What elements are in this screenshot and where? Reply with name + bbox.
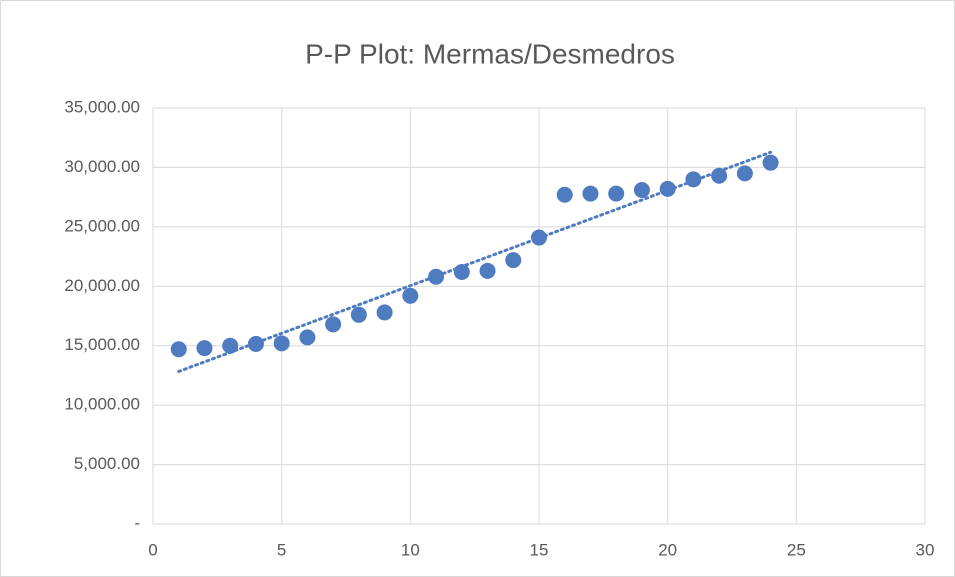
- x-tick-label: 0: [148, 540, 157, 559]
- point: [556, 186, 573, 203]
- point: [222, 337, 239, 354]
- point: [685, 171, 702, 188]
- point: [531, 229, 547, 246]
- x-tick-label: 20: [658, 540, 677, 559]
- y-tick-label: 30,000.00: [64, 157, 140, 176]
- x-tick-label: 25: [787, 540, 806, 559]
- point: [711, 167, 728, 184]
- point: [582, 185, 599, 202]
- x-tick-label: 15: [530, 540, 549, 559]
- point: [736, 165, 753, 182]
- point: [376, 304, 393, 321]
- point: [170, 341, 187, 358]
- point: [428, 268, 445, 285]
- point: [633, 182, 650, 199]
- point: [505, 252, 522, 269]
- trendline: [177, 150, 773, 373]
- point: [247, 335, 264, 352]
- y-tick-label: 5,000.00: [74, 454, 140, 473]
- point: [273, 335, 290, 352]
- point: [299, 329, 316, 346]
- y-tick-label: -: [134, 513, 140, 532]
- chart-title: P-P Plot: Mermas/Desmedros: [305, 38, 675, 69]
- point: [762, 154, 779, 171]
- y-tick-label: 20,000.00: [64, 276, 140, 295]
- y-tick-label: 25,000.00: [64, 216, 140, 235]
- x-tick-label: 30: [916, 540, 935, 559]
- y-tick-label: 35,000.00: [64, 97, 140, 116]
- point: [325, 316, 342, 333]
- point: [479, 262, 496, 279]
- point: [659, 180, 676, 197]
- y-tick-label: 15,000.00: [64, 335, 140, 354]
- point: [350, 306, 367, 323]
- point: [608, 185, 625, 202]
- point: [196, 340, 213, 357]
- point: [402, 287, 419, 304]
- x-tick-label: 10: [401, 540, 420, 559]
- point: [453, 264, 470, 281]
- y-tick-label: 10,000.00: [64, 395, 140, 414]
- x-tick-label: 5: [277, 540, 286, 559]
